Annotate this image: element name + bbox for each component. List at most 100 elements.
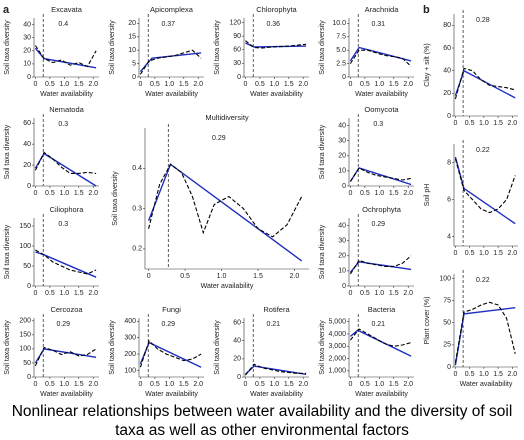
x-tick-label: 1.5: [493, 120, 503, 127]
smooth-curve: [244, 363, 307, 376]
y-tick-label: 20: [23, 48, 31, 55]
chart-title: Chlorophyta: [256, 5, 297, 14]
x-tick-label: 1.5: [284, 381, 294, 388]
x-tick-label: 0: [243, 381, 247, 388]
smooth-curve: [34, 151, 97, 174]
y-tick-label: 4,000: [328, 331, 346, 338]
x-tick-label: 2.0: [403, 381, 413, 388]
x-tick-label: 0.5: [45, 290, 55, 297]
y-tick-label: 400: [124, 318, 136, 325]
x-tick-label: 1.5: [74, 81, 84, 88]
y-tick-label: 40: [338, 122, 346, 129]
annotation: 0.37: [161, 21, 175, 28]
x-tick-label: 2.0: [507, 371, 517, 378]
smooth-curve: [139, 49, 202, 75]
x-axis-label: Water availability: [460, 381, 513, 388]
y-tick-label: 4: [447, 234, 451, 241]
x-tick-label: 1.0: [269, 381, 279, 388]
x-tick-label: 2.0: [403, 190, 413, 197]
x-tick-label: 1.0: [479, 120, 489, 127]
x-tick-label: 1.0: [479, 371, 489, 378]
fit-line: [147, 163, 303, 262]
x-tick-label: 2.0: [403, 81, 413, 88]
x-tick-label: 1.5: [389, 190, 399, 197]
x-tick-label: 1.0: [59, 381, 69, 388]
x-axis-label: Water availability: [201, 283, 254, 290]
y-tick-label: 200: [124, 351, 136, 358]
y-tick-label: 20: [23, 162, 31, 169]
y-tick-label: 2.5: [336, 60, 346, 67]
x-axis-label: Water availability: [145, 91, 198, 98]
annotation: 0.3: [373, 121, 383, 128]
x-tick-label: 0: [348, 190, 352, 197]
chart-title: Oomycota: [364, 105, 399, 114]
fit-line: [349, 167, 412, 186]
x-tick-label: 0.5: [360, 81, 370, 88]
y-tick-label: 0: [27, 283, 31, 290]
smooth-curve: [349, 255, 412, 275]
x-tick-label: 0.5: [255, 381, 265, 388]
y-tick-label: 0: [447, 113, 451, 120]
x-tick-label: 0: [348, 81, 352, 88]
x-tick-label: 0.5: [45, 381, 55, 388]
x-tick-label: 1.0: [217, 273, 227, 280]
x-tick-label: 0.5: [45, 81, 55, 88]
annotation: 0.21: [266, 321, 280, 328]
x-tick-label: 2.0: [298, 381, 308, 388]
y-tick-label: 20: [128, 20, 136, 27]
annotation: 0.29: [161, 321, 175, 328]
y-tick-label: 10: [23, 61, 31, 68]
y-axis-label: Soil taxa diversity: [214, 20, 221, 75]
y-tick-label: 1,000: [328, 368, 346, 375]
y-tick-label: 0: [237, 374, 241, 381]
x-tick-label: 0.5: [360, 290, 370, 297]
x-tick-label: 2.0: [403, 290, 413, 297]
y-tick-label: 20: [233, 356, 241, 363]
y-axis-label: Plant cover (%): [424, 297, 431, 345]
y-axis-label: Soil taxa diversity: [109, 20, 116, 75]
fit-line: [454, 69, 516, 99]
x-tick-label: 2.0: [507, 120, 517, 127]
x-tick-label: 1.0: [164, 81, 174, 88]
x-tick-label: 1.5: [389, 290, 399, 297]
panel-label: a: [3, 4, 10, 16]
x-tick-label: 1.5: [179, 381, 189, 388]
annotation: 0.28: [476, 17, 490, 24]
x-tick-label: 2.0: [193, 381, 203, 388]
y-tick-label: 0: [27, 74, 31, 81]
x-tick-label: 2.0: [298, 81, 308, 88]
x-axis-label: Water availability: [250, 91, 303, 98]
x-tick-label: 1.0: [59, 190, 69, 197]
y-tick-label: 150: [19, 332, 31, 339]
y-tick-label: 7.5: [336, 34, 346, 41]
y-tick-label: 30: [338, 238, 346, 245]
smooth-curve: [139, 339, 202, 368]
y-tick-label: 0.2: [132, 246, 142, 253]
smooth-curve: [34, 45, 97, 68]
y-tick-label: 6: [447, 196, 451, 203]
y-tick-label: 0: [237, 74, 241, 81]
y-tick-label: 0: [447, 364, 451, 371]
x-tick-label: 0: [138, 381, 142, 388]
y-tick-label: 50: [23, 263, 31, 270]
y-tick-label: 20: [338, 253, 346, 260]
x-tick-label: 0: [33, 381, 37, 388]
annotation: 0.22: [476, 277, 490, 284]
panel-label: b: [423, 4, 430, 16]
y-axis-label: Soil taxa diversity: [112, 171, 119, 226]
x-tick-label: 1.0: [374, 81, 384, 88]
y-tick-label: 100: [19, 243, 31, 250]
y-axis-label: Soil taxa diversity: [109, 320, 116, 375]
x-tick-label: 1.0: [59, 81, 69, 88]
x-tick-label: 1.5: [284, 81, 294, 88]
y-tick-label: 10: [338, 268, 346, 275]
y-tick-label: 40: [443, 68, 451, 75]
chart-title: Apicomplexa: [150, 5, 194, 14]
y-tick-label: 5.0: [336, 47, 346, 54]
x-axis-label: Water availability: [40, 391, 93, 398]
fit-line: [34, 152, 97, 187]
y-tick-label: 0: [342, 74, 346, 81]
y-tick-label: 60: [23, 120, 31, 127]
y-tick-label: 0: [132, 74, 136, 81]
